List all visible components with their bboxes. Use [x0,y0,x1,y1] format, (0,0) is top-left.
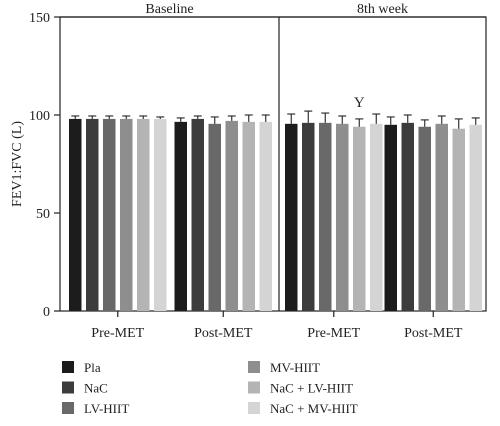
x-tick-label: Pre-MET [307,326,360,341]
y-tick-label: 0 [43,305,50,320]
y-tick-label: 50 [36,207,50,222]
panel-title: 8th week [357,2,408,17]
bar [401,122,414,311]
legend-label: LV-HIIT [84,401,129,416]
y-axis-label: FEV1:FVC (L) [10,121,25,207]
bar [259,121,272,311]
bar [225,120,238,311]
legend-swatch [248,361,260,373]
bar [384,124,397,311]
bar [137,118,150,311]
bar [435,123,448,311]
bar [191,118,204,311]
x-tick-label: Post-MET [404,326,463,341]
legend-label: NaC [84,381,108,396]
bar [174,121,187,311]
bar [154,118,167,311]
bar [452,128,465,311]
legend-swatch [62,381,74,394]
y-tick-label: 100 [29,109,50,124]
annotation-label: Y [354,95,365,111]
legend-swatch [62,402,74,414]
bar [469,124,482,311]
bar [86,118,99,311]
x-tick-label: Post-MET [194,326,253,341]
bar [319,122,332,311]
bar [302,122,315,311]
bar [418,126,431,311]
legend-swatch [248,402,260,414]
bar [208,123,221,311]
bar [242,121,255,311]
x-tick-label: Pre-MET [91,326,144,341]
bar [69,118,82,311]
legend-swatch [62,361,74,373]
legend-swatch [248,381,260,394]
legend-label: NaC + LV-HIIT [270,381,353,396]
bar [353,126,366,311]
panel-title: Baseline [145,2,193,17]
bar [120,118,133,311]
bar [336,123,349,311]
legend-label: NaC + MV-HIIT [270,401,358,416]
bar [285,123,298,311]
bar [370,123,383,311]
y-tick-label: 150 [29,11,50,26]
legend-label: Pla [84,360,101,375]
bar [103,118,116,311]
legend-label: MV-HIIT [270,360,320,375]
